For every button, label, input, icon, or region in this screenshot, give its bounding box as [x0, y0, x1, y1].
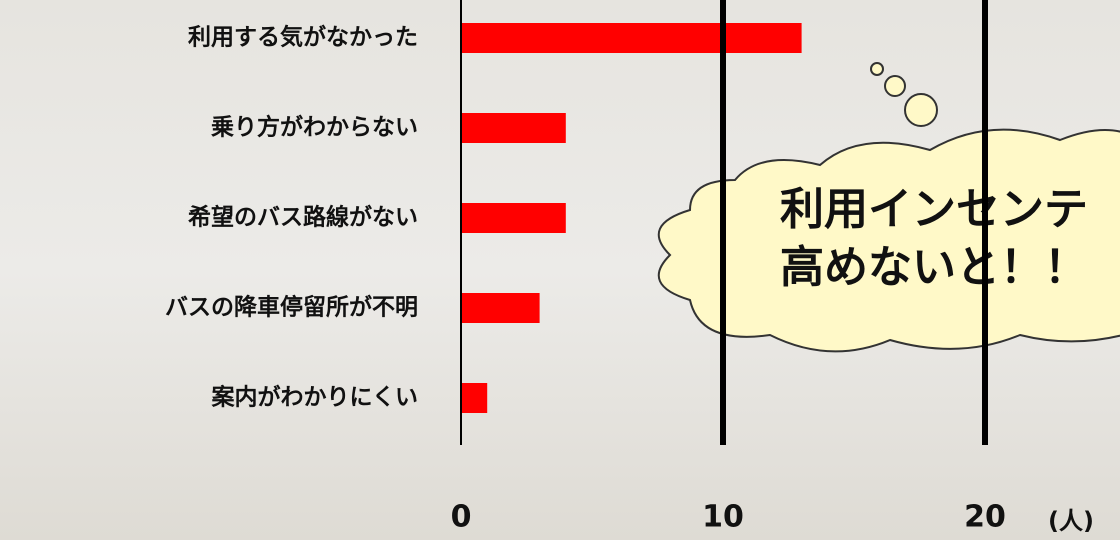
y-tick-label: 利用する気がなかった	[188, 24, 418, 51]
y-tick-label: 乗り方がわからない	[211, 114, 418, 141]
x-tick-label: 0	[451, 500, 472, 535]
bar	[461, 383, 488, 413]
y-tick-label: 希望のバス路線がない	[188, 204, 418, 231]
x-tick-label: 20	[964, 500, 1006, 535]
bar	[461, 23, 802, 53]
x-tick-label: 10	[702, 500, 744, 535]
bar	[461, 293, 540, 323]
callout-text: 高めないと！！	[780, 242, 1088, 293]
callout-text: 利用インセンテ	[780, 184, 1088, 235]
y-tick-label: バスの降車停留所が不明	[165, 294, 418, 321]
bar	[461, 203, 566, 233]
bar	[461, 113, 566, 143]
x-axis-unit: (人)	[1048, 507, 1094, 535]
callout: 利用インセンテ 高めないと！！	[657, 62, 1120, 353]
y-tick-label: 案内がわかりにくい	[210, 384, 418, 411]
